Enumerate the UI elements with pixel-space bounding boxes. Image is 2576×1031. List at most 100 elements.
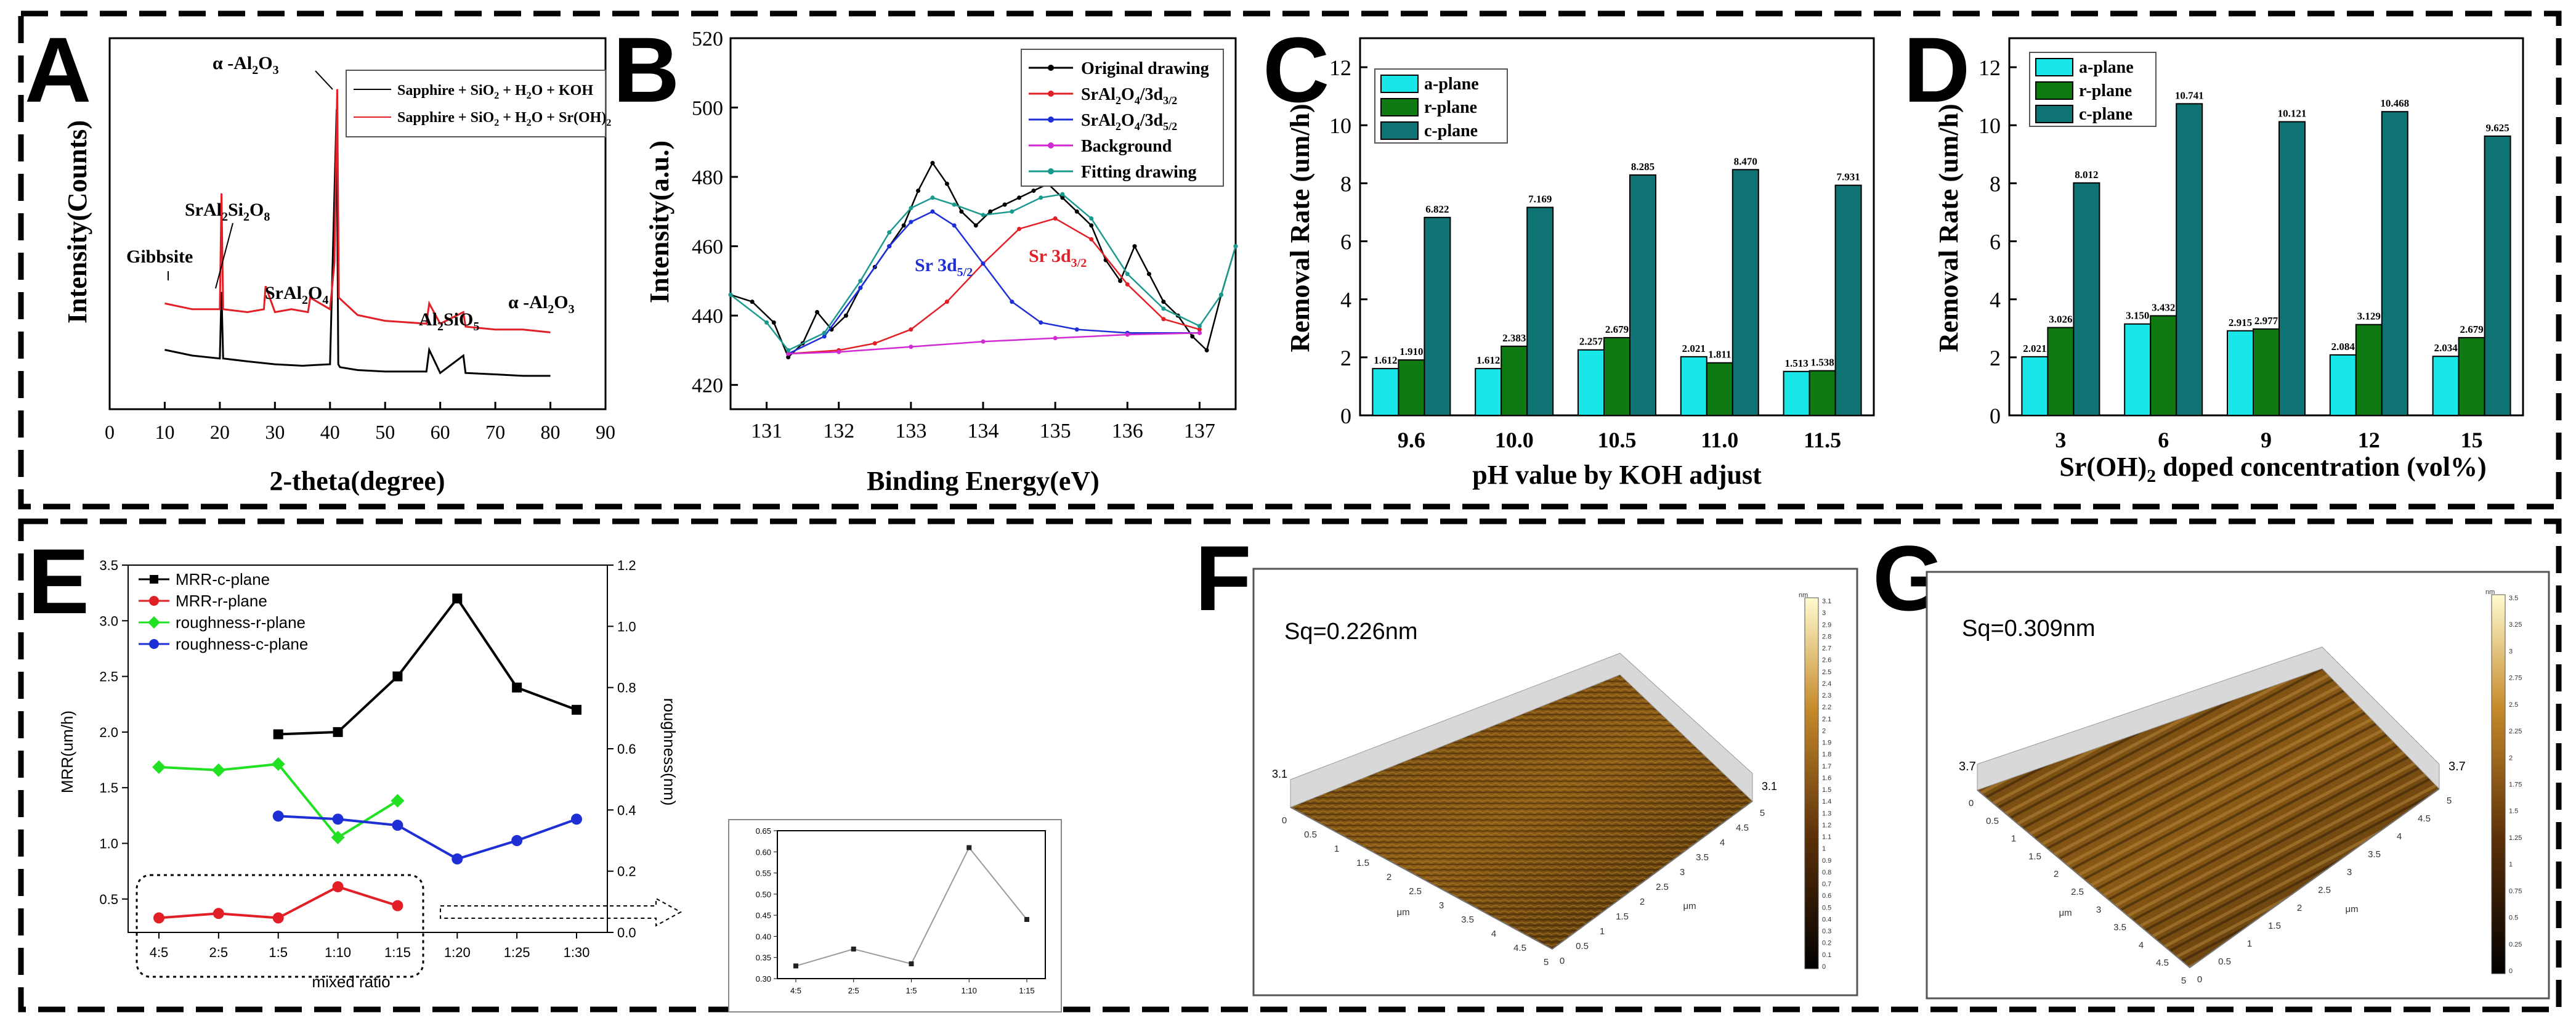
legend-roughness-r-plane: roughness-r-plane (176, 613, 306, 632)
legend-swatch-c-plane (1380, 121, 1419, 140)
bar-value-label: 3.432 (2152, 301, 2175, 313)
panel-c-bar-chart: 0246810129.61.6121.9106.82210.01.6122.38… (1285, 37, 1875, 490)
colorbar-tick-label: 1.8 (1822, 751, 1831, 759)
b-series-point (930, 195, 935, 200)
zoom-arrow-icon (440, 897, 682, 927)
colorbar-tick-label: 0.75 (2509, 887, 2522, 895)
bar-y-tick-label: 8 (1340, 171, 1351, 196)
e-point (571, 813, 582, 825)
colorbar-tick-label: 0.1 (1822, 952, 1831, 959)
panel-f-base-edges (1290, 801, 1753, 950)
legend-marker-rough-r (148, 616, 160, 629)
b-series-point (1125, 272, 1130, 277)
legend-label-koh: Sapphire + SiO2 + H2O + KOH (397, 83, 593, 101)
legend-mrr-c-plane: MRR-c-plane (176, 570, 270, 589)
top-row-dashed-frame (18, 10, 2562, 510)
b-series-point (1118, 279, 1123, 283)
a-series-line-1 (164, 89, 551, 333)
colorbar-tick-label: 2 (1822, 727, 1826, 735)
bar-a-plane (1475, 368, 1502, 416)
legend-r-plane: r-plane (1424, 98, 1477, 117)
b-series-point (1089, 237, 1094, 242)
afm-axis-tick-label: 1.5 (2268, 921, 2281, 931)
afm-axis-tick-label: 4 (2139, 940, 2144, 950)
e-y-tick-label: 0.5 (99, 892, 118, 907)
afm-axis-tick-label: 1.5 (1356, 858, 1369, 868)
afm-axis-tick-label: 3 (1439, 900, 1444, 911)
colorbar-tick-label: 0.2 (1822, 940, 1831, 947)
e-point (332, 813, 344, 825)
zoom-region-box (136, 874, 424, 978)
b-series-point (973, 223, 978, 228)
colorbar-tick-label: 1.5 (1822, 786, 1831, 794)
b-series-point (930, 161, 935, 166)
legend-marker-rough-c (149, 639, 159, 649)
a-x-tick-label: 10 (155, 421, 174, 443)
bar-value-label: 10.741 (2175, 89, 2204, 101)
e-point (391, 794, 405, 808)
b-series-point (764, 320, 769, 325)
afm-axis-tick-label: 1.5 (2028, 851, 2041, 862)
bar-x-tick-label: 10.0 (1495, 428, 1534, 452)
bar-a-plane (2432, 356, 2460, 417)
afm-axis-tick-label: 4.5 (2418, 813, 2431, 824)
a-x-tick-label: 20 (210, 421, 230, 443)
afm-axis-tick-label: 2.5 (2318, 885, 2331, 895)
b-series-point (944, 181, 949, 186)
afm-axis-tick-label: 3.5 (2113, 923, 2126, 933)
b-series-point (1161, 306, 1166, 311)
b-series-point (1010, 209, 1015, 214)
e-point (392, 820, 403, 831)
b-series-point (909, 206, 913, 211)
bar-value-label: 8.470 (1734, 155, 1757, 167)
bar-value-label: 2.383 (1502, 332, 1526, 344)
b-series-point (1002, 202, 1007, 207)
a-x-tick-label: 0 (105, 421, 115, 443)
bar-r-plane (2047, 327, 2075, 416)
legend-fitting-drawing: Fitting drawing (1081, 163, 1196, 182)
bar-y-tick-label: 0 (1340, 404, 1351, 428)
legend-swatch-r-plane (2035, 81, 2073, 100)
afm-axis-tick-label: 3.5 (1696, 852, 1709, 863)
panel-letter-b: B (613, 18, 679, 121)
afm-axis-tick-label: 4.5 (1513, 943, 1526, 953)
inset-y-tick-label: 0.45 (756, 911, 771, 920)
e-point (152, 760, 166, 774)
b-series-point (815, 309, 820, 314)
colorbar-tick-label: 0.9 (1822, 857, 1831, 865)
b-series-point (1204, 348, 1209, 352)
panel-b-series-lines (728, 161, 1238, 360)
b-x-tick-label: 131 (751, 420, 782, 442)
panel-letter-c: C (1263, 18, 1329, 121)
e-y2-tick-label: 0.2 (617, 864, 636, 879)
bar-r-plane (2355, 324, 2383, 416)
colorbar-tick-label: 0.4 (1822, 916, 1831, 923)
legend-marker-mrr-c (150, 575, 158, 584)
e-point (332, 881, 344, 892)
b-y-tick-label: 420 (692, 375, 723, 397)
b-legend-marker (1048, 168, 1054, 174)
b-series-point (887, 244, 892, 249)
bar-x-tick-label: 3 (2055, 428, 2066, 452)
inset-series: 0.30 0.35 0.40 0.45 0.50 0.55 0.60 0.65 4:5 2:5 1:… (756, 826, 1035, 995)
inset-y-tick-label: 0.60 (756, 847, 771, 857)
inset-x-tick-label: 1:5 (905, 986, 917, 995)
b-series-point (1039, 320, 1043, 325)
colorbar-tick-label: 0.6 (1822, 892, 1831, 900)
b-series-point (750, 300, 755, 304)
b-series-point (822, 330, 827, 335)
bar-y-tick-label: 4 (1990, 288, 2001, 312)
b-series-point (822, 334, 827, 339)
panel-f-z-label-right: 3.1 (1762, 780, 1777, 793)
legend-sral2o4-3d32: SrAl2O4/3d3/2 (1081, 85, 1177, 107)
panel-a-xrd-chart: 0 10 20 30 40 50 60 70 80 90 2-theta(degree) Inte… (62, 37, 615, 496)
colorbar-tick-label: 1.1 (1822, 834, 1831, 841)
colorbar-tick-label: 2.3 (1822, 692, 1831, 699)
panel-f-colorbar-ticks: 0 0.1 0.2 0.3 0.4 0.5 0.6 0.7 0.8 0.9 1 1.1 1.2 1.3 1.… (1799, 592, 1831, 971)
a-x-tick-label: 50 (375, 421, 395, 443)
colorbar-tick-label: 3 (2509, 648, 2513, 655)
b-legend-marker (1048, 91, 1054, 97)
legend-mrr-r-plane: MRR-r-plane (176, 592, 267, 610)
e-point (272, 912, 284, 924)
b-series-point (909, 344, 913, 349)
